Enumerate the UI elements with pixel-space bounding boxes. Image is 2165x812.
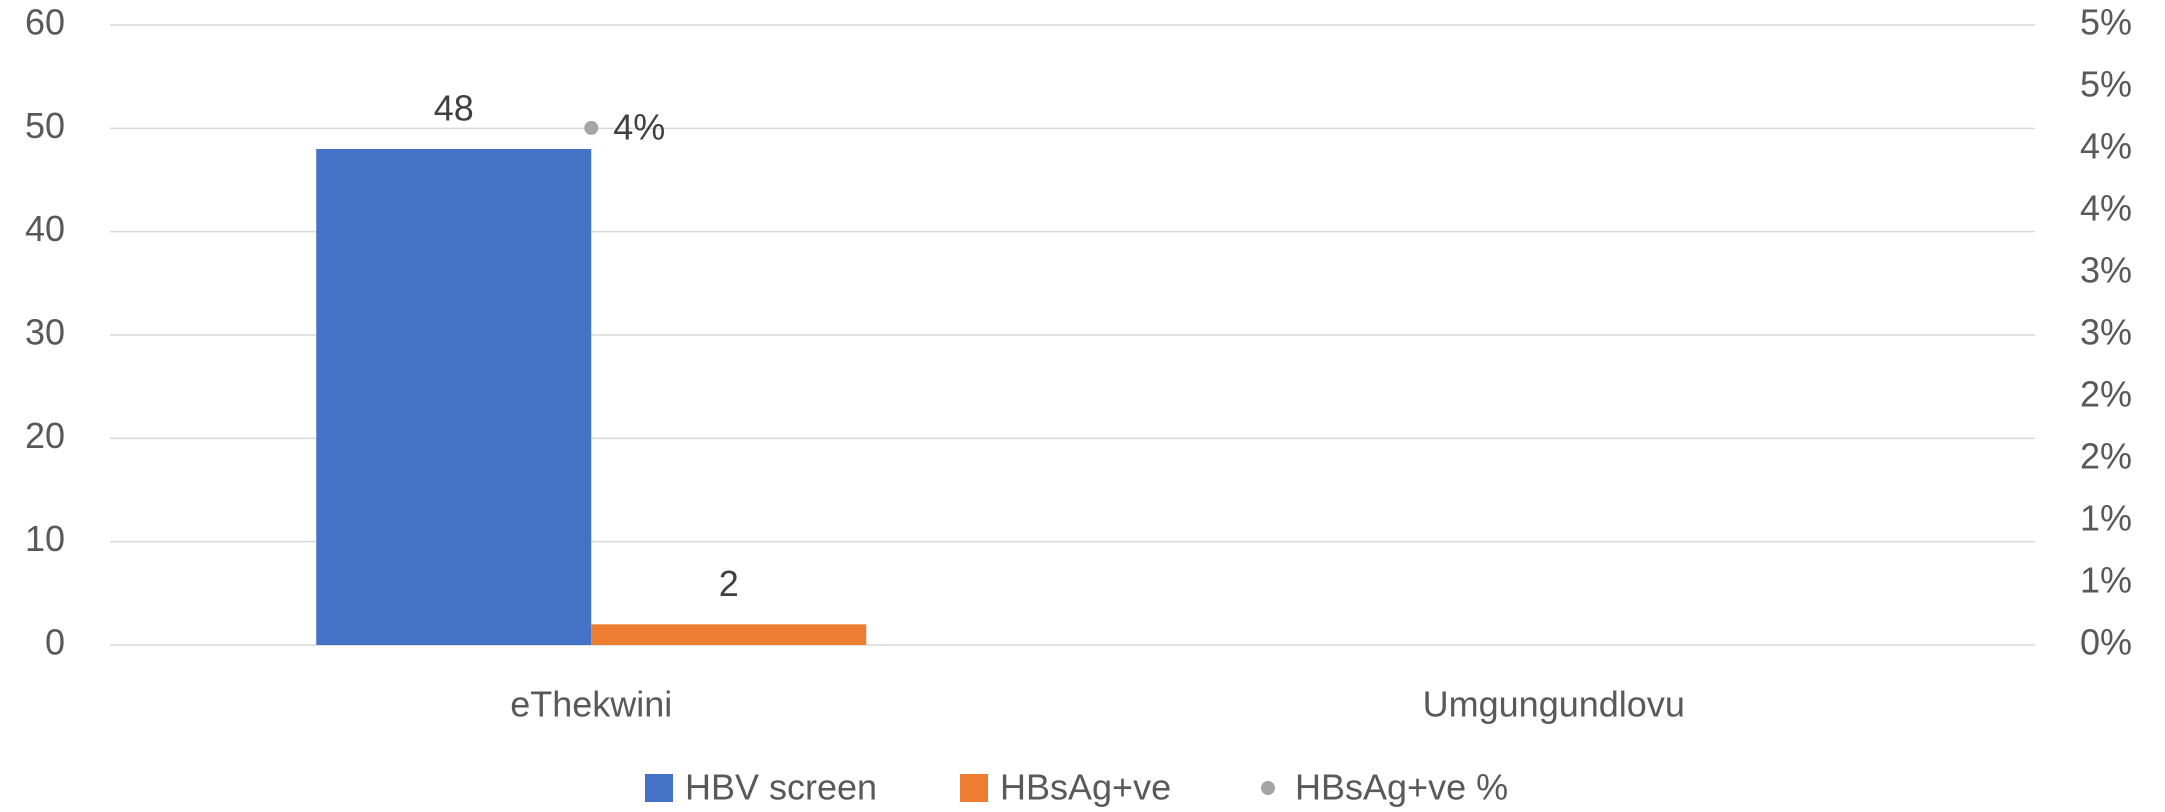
x-tick-label: eThekwini — [510, 684, 672, 725]
y2-tick-label: 3% — [2080, 250, 2132, 291]
y-tick-label: 10 — [25, 518, 65, 559]
legend-label: HBV screen — [685, 767, 877, 808]
data-label: 2 — [719, 563, 739, 604]
data-label: 4% — [613, 106, 665, 147]
legend-swatch — [645, 774, 673, 802]
y2-tick-label: 2% — [2080, 436, 2132, 477]
legend-swatch — [1261, 781, 1275, 795]
legend-label: HBsAg+ve % — [1295, 767, 1508, 808]
y2-tick-label: 4% — [2080, 126, 2132, 167]
y-tick-label: 20 — [25, 415, 65, 456]
y2-tick-label: 5% — [2080, 2, 2132, 43]
y-tick-label: 50 — [25, 105, 65, 146]
y2-tick-label: 5% — [2080, 64, 2132, 105]
legend-label: HBsAg+ve — [1000, 767, 1171, 808]
legend-swatch — [960, 774, 988, 802]
bar — [591, 624, 867, 645]
y-tick-label: 40 — [25, 208, 65, 249]
y-tick-label: 60 — [25, 2, 65, 43]
y2-tick-label: 4% — [2080, 188, 2132, 229]
y-tick-label: 0 — [45, 622, 65, 663]
x-tick-label: Umgungundlovu — [1423, 684, 1685, 725]
y2-tick-label: 0% — [2080, 622, 2132, 663]
y2-tick-label: 1% — [2080, 498, 2132, 539]
y2-tick-label: 2% — [2080, 374, 2132, 415]
y-tick-label: 30 — [25, 312, 65, 353]
bar — [316, 149, 592, 645]
point — [584, 120, 599, 135]
data-label: 48 — [434, 88, 474, 129]
y2-tick-label: 3% — [2080, 312, 2132, 353]
y2-tick-label: 1% — [2080, 560, 2132, 601]
